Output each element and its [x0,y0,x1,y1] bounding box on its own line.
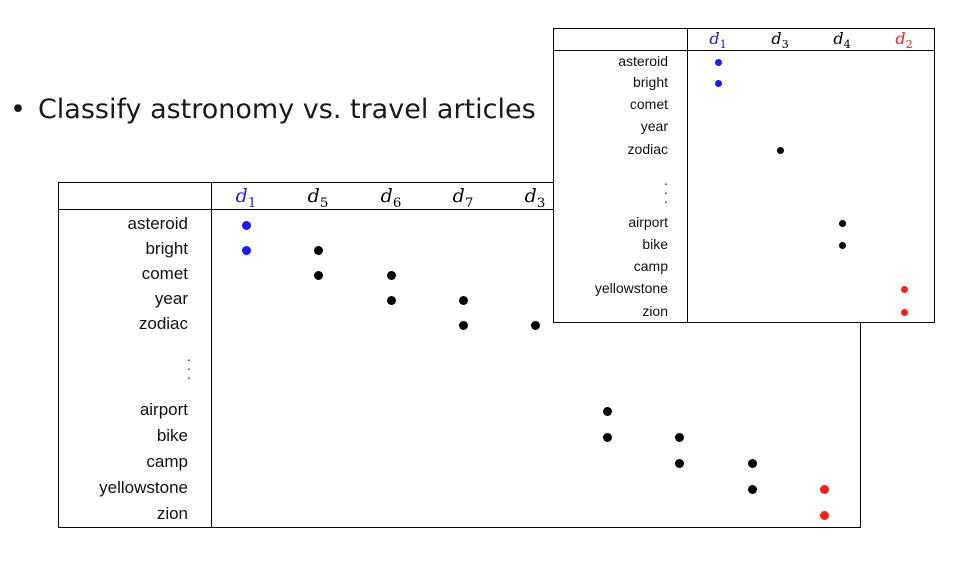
small-dot [838,241,846,249]
big-dot [313,270,323,280]
big-row-label: yellowstone [99,478,188,497]
small-dot [900,308,908,316]
small-row-label: yellowstone [594,280,668,296]
col-letter: d [833,29,844,48]
big-dot [241,245,251,255]
big-top-border [58,182,861,183]
big-dot [674,432,684,442]
big-row-label: comet [141,264,188,283]
col-letter: d [771,29,782,48]
big-col-header: d1 [226,185,266,211]
small-dot [776,146,784,154]
col-subscript: 3 [536,195,546,211]
small-header-rule [553,50,935,51]
big-dot [386,295,396,305]
big-label-divider [211,182,212,528]
big-row-label: zion [156,504,188,523]
col-subscript: 5 [319,195,329,211]
col-subscript: 2 [905,38,913,52]
big-dot [313,245,323,255]
big-row-label: bike [156,426,188,445]
big-col-header: d3 [515,185,555,211]
small-col-header: d4 [825,29,859,51]
big-header-rule [58,209,861,210]
big-left-border [58,182,59,528]
small-row-label: airport [628,214,668,230]
small-row-label: asteroid [618,53,668,69]
col-letter: d [452,185,465,207]
small-row-label: bike [642,236,668,252]
small-dot [900,285,908,293]
big-dot [747,458,757,468]
small-row-label: zodiac [627,141,668,157]
small-row-label: camp [633,258,668,274]
big-right-border [860,182,861,528]
big-dot [819,510,829,520]
big-dot [458,295,468,305]
big-vertical-ellipsis: ... [187,348,191,382]
big-row-label: year [154,289,188,308]
big-dot [674,458,684,468]
col-letter: d [895,29,906,48]
big-col-header: d7 [443,185,483,211]
big-dot [602,406,612,416]
small-col-header: d1 [701,29,735,51]
col-subscript: 7 [464,195,474,211]
col-letter: d [524,185,537,207]
col-subscript: 1 [247,195,257,211]
big-dot [458,320,468,330]
col-subscript: 1 [719,38,727,52]
col-subscript: 6 [392,195,402,211]
big-row-label: asteroid [127,214,188,233]
bullet-marker: • [10,94,26,125]
col-subscript: 4 [843,38,851,52]
small-left-border [553,28,554,323]
big-row-label: zodiac [138,314,188,333]
big-row-label: camp [146,452,188,471]
big-dot [819,484,829,494]
col-letter: d [380,185,393,207]
small-dot [838,219,846,227]
small-top-border [553,28,935,29]
col-letter: d [235,185,248,207]
bullet-text: Classify astronomy vs. travel articles [37,94,536,125]
small-col-header: d3 [763,29,797,51]
small-row-label: year [640,118,668,134]
big-dot [386,270,396,280]
big-col-header: d6 [371,185,411,211]
big-dot [602,432,612,442]
small-right-border [934,28,935,323]
small-label-divider [687,28,688,323]
small-row-label: zion [642,303,668,319]
col-letter: d [709,29,720,48]
small-dot [714,79,722,87]
small-col-header: d2 [887,29,921,51]
big-col-header: d5 [298,185,338,211]
big-bottom-border [58,527,861,528]
col-subscript: 3 [781,38,789,52]
small-bottom-border [553,322,935,323]
small-vertical-ellipsis: ... [664,172,668,206]
big-dot [747,484,757,494]
small-row-label: comet [629,96,668,112]
big-dot [241,220,251,230]
bullet-line: • Classify astronomy vs. travel articles [10,94,536,125]
small-dot [714,58,722,66]
term-document-table-small: d1 d3 d4 d2 asteroid bright comet year zodiac air… [553,28,935,323]
big-row-label: airport [139,400,188,419]
col-letter: d [307,185,320,207]
small-row-label: bright [632,74,668,90]
big-row-label: bright [145,239,188,258]
big-dot [530,320,540,330]
